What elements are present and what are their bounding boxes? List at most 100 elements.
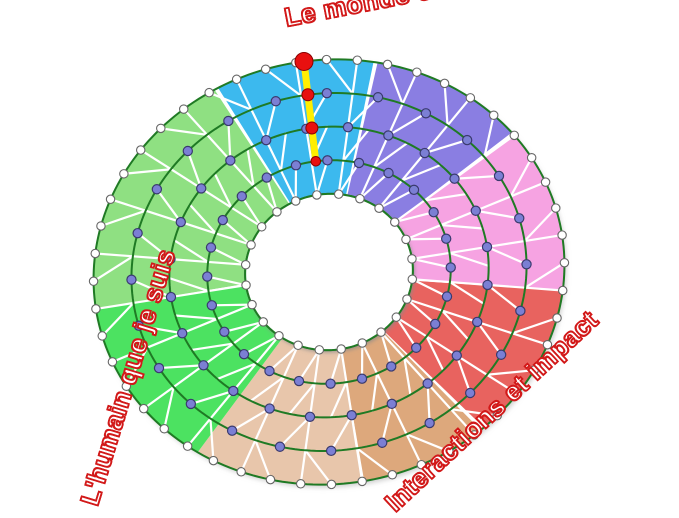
ring-node[interactable] (384, 131, 393, 140)
ring-node[interactable] (452, 351, 461, 360)
ring-node[interactable] (262, 136, 271, 145)
outer-rim-node[interactable] (237, 468, 245, 476)
outer-rim-node[interactable] (209, 456, 217, 464)
inner-rim-node[interactable] (334, 190, 342, 198)
ring-node[interactable] (226, 156, 235, 165)
ring-node[interactable] (154, 363, 163, 372)
highlight-node-node-ring-2[interactable] (306, 122, 318, 134)
outer-rim-node[interactable] (327, 480, 335, 488)
inner-rim-node[interactable] (358, 339, 366, 347)
ring-node[interactable] (220, 327, 229, 336)
outer-rim-node[interactable] (120, 170, 128, 178)
ring-node[interactable] (207, 301, 216, 310)
ring-node[interactable] (516, 306, 525, 315)
outer-rim-node[interactable] (98, 332, 106, 340)
outer-rim-node[interactable] (552, 204, 560, 212)
ring-node[interactable] (178, 329, 187, 338)
ring-node[interactable] (152, 185, 161, 194)
ring-node[interactable] (326, 379, 335, 388)
inner-rim-node[interactable] (273, 208, 281, 216)
ring-node[interactable] (133, 229, 142, 238)
outer-rim-node[interactable] (413, 68, 421, 76)
ring-node[interactable] (186, 399, 195, 408)
ring-node[interactable] (176, 217, 185, 226)
outer-rim-node[interactable] (180, 105, 188, 113)
ring-node[interactable] (515, 214, 524, 223)
ring-node[interactable] (218, 216, 227, 225)
outer-rim-node[interactable] (261, 65, 269, 73)
ring-node[interactable] (387, 362, 396, 371)
ring-node[interactable] (522, 260, 531, 269)
inner-rim-node[interactable] (313, 191, 321, 199)
ring-node[interactable] (421, 109, 430, 118)
ring-node[interactable] (466, 388, 475, 397)
outer-rim-node[interactable] (106, 195, 114, 203)
ring-node[interactable] (275, 442, 284, 451)
outer-rim-node[interactable] (92, 305, 100, 313)
outer-rim-node[interactable] (440, 79, 448, 87)
inner-rim-node[interactable] (247, 241, 255, 249)
outer-rim-node[interactable] (97, 222, 105, 230)
ring-node[interactable] (228, 426, 237, 435)
ring-node[interactable] (197, 184, 206, 193)
inner-rim-node[interactable] (392, 313, 400, 321)
outer-rim-node[interactable] (541, 178, 549, 186)
outer-rim-node[interactable] (553, 314, 561, 322)
highlight-node-node-ring-4[interactable] (295, 52, 313, 70)
ring-node[interactable] (239, 350, 248, 359)
ring-node[interactable] (343, 123, 352, 132)
ring-node[interactable] (442, 234, 451, 243)
outer-rim-node[interactable] (160, 425, 168, 433)
outer-rim-node[interactable] (157, 124, 165, 132)
ring-node[interactable] (127, 275, 136, 284)
ring-node[interactable] (229, 386, 238, 395)
ring-node[interactable] (373, 93, 382, 102)
outer-rim-node[interactable] (91, 249, 99, 257)
inner-rim-node[interactable] (294, 341, 302, 349)
ring-node[interactable] (262, 173, 271, 182)
ring-node[interactable] (425, 418, 434, 427)
ring-node[interactable] (323, 156, 332, 165)
highlight-node-node-ring-3[interactable] (302, 89, 314, 101)
inner-rim-node[interactable] (403, 295, 411, 303)
inner-rim-node[interactable] (337, 345, 345, 353)
inner-rim-node[interactable] (275, 332, 283, 340)
ring-node[interactable] (473, 317, 482, 326)
outer-rim-node[interactable] (358, 477, 366, 485)
ring-node[interactable] (431, 319, 440, 328)
ring-node[interactable] (294, 376, 303, 385)
inner-rim-node[interactable] (292, 197, 300, 205)
ring-node[interactable] (347, 411, 356, 420)
ring-node[interactable] (354, 158, 363, 167)
ring-node[interactable] (206, 243, 215, 252)
ring-node[interactable] (450, 174, 459, 183)
ring-node[interactable] (442, 292, 451, 301)
ring-node[interactable] (265, 404, 274, 413)
outer-rim-node[interactable] (140, 404, 148, 412)
ring-node[interactable] (305, 412, 314, 421)
ring-node[interactable] (183, 146, 192, 155)
outer-rim-node[interactable] (297, 480, 305, 488)
outer-rim-node[interactable] (137, 146, 145, 154)
outer-rim-node[interactable] (353, 56, 361, 64)
inner-rim-node[interactable] (391, 218, 399, 226)
highlight-node-node-ring-1[interactable] (311, 156, 321, 166)
inner-rim-node[interactable] (242, 261, 250, 269)
ring-node[interactable] (412, 343, 421, 352)
ring-node[interactable] (463, 136, 472, 145)
ring-node[interactable] (265, 366, 274, 375)
ring-node[interactable] (357, 374, 366, 383)
outer-rim-node[interactable] (383, 60, 391, 68)
ring-node[interactable] (271, 97, 280, 106)
inner-rim-node[interactable] (408, 275, 416, 283)
inner-rim-node[interactable] (242, 281, 250, 289)
ring-node[interactable] (387, 399, 396, 408)
ring-node[interactable] (378, 438, 387, 447)
ring-node[interactable] (237, 192, 246, 201)
ring-node[interactable] (446, 263, 455, 272)
inner-rim-node[interactable] (356, 195, 364, 203)
outer-rim-node[interactable] (558, 231, 566, 239)
inner-rim-node[interactable] (402, 235, 410, 243)
outer-rim-node[interactable] (205, 88, 213, 96)
ring-node[interactable] (471, 206, 480, 215)
